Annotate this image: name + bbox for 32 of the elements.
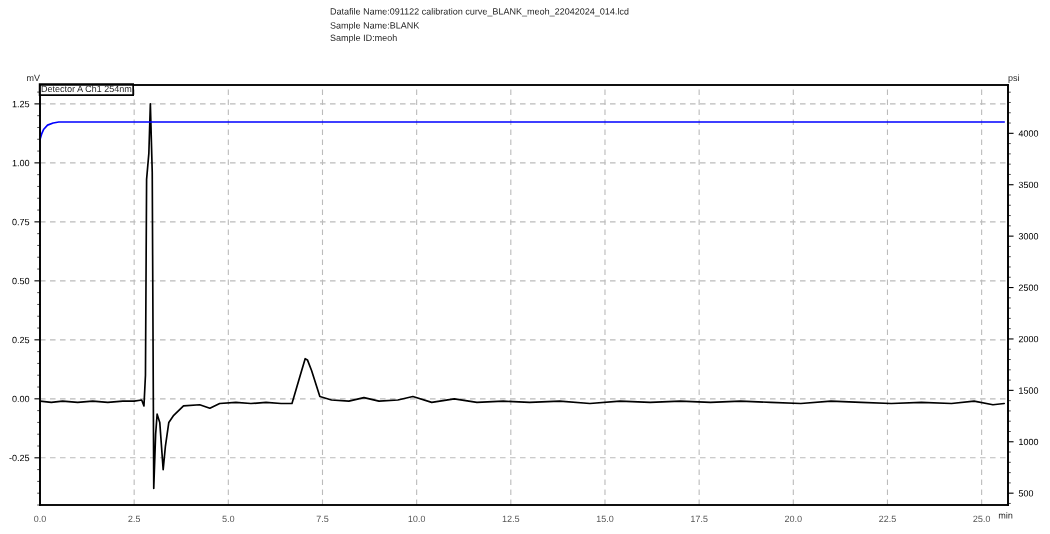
x-axis-title: min	[998, 511, 1013, 519]
y-tick-label: -0.25	[9, 454, 30, 462]
y2-tick-label: 500	[1018, 490, 1034, 497]
y2-tick-label: 1000	[1019, 438, 1039, 446]
y2-tick-label: 3500	[1018, 181, 1039, 189]
x-tick-label: 5.0	[222, 515, 235, 523]
y2-tick-label: 2500	[1018, 284, 1039, 291]
y2-tick-label: 2000	[1018, 335, 1039, 343]
y-tick-label: 0.75	[12, 218, 30, 226]
chart-subtitle: Sample Name:BLANK Sample ID:meoh	[330, 22, 420, 43]
x-tick-label: 2.5	[128, 515, 141, 523]
x-tick-label: 25.0	[973, 515, 991, 523]
annotation: Detector A Ch1 254nm	[41, 85, 132, 93]
y-tick-label: 1.00	[12, 159, 30, 167]
chart-title: Datafile Name:091122 calibration curve_BLANK_meoh_22042024_014.lcd	[330, 8, 629, 17]
y2-axis-title: psi	[1008, 74, 1019, 83]
x-tick-label: 7.5	[316, 515, 329, 523]
x-tick-label: 12.5	[502, 515, 520, 523]
x-tick-label: 22.5	[879, 515, 896, 523]
x-tick-label: 17.5	[691, 515, 708, 523]
x-tick-label: 10.0	[408, 515, 426, 523]
y-tick-label: 0.50	[12, 277, 30, 285]
y-tick-label: 0.00	[12, 395, 30, 403]
y-tick-label: 0.25	[12, 336, 30, 344]
y-axis-title: mV	[27, 74, 40, 82]
x-tick-label: 15.0	[596, 515, 614, 523]
x-tick-label: 0.0	[34, 515, 46, 523]
y2-tick-label: 3000	[1018, 233, 1039, 240]
y-tick-label: 1.25	[12, 100, 30, 108]
y2-tick-label: 1500	[1019, 387, 1039, 394]
y2-tick-label: 4000	[1018, 130, 1039, 137]
x-tick-label: 20.0	[784, 515, 802, 523]
